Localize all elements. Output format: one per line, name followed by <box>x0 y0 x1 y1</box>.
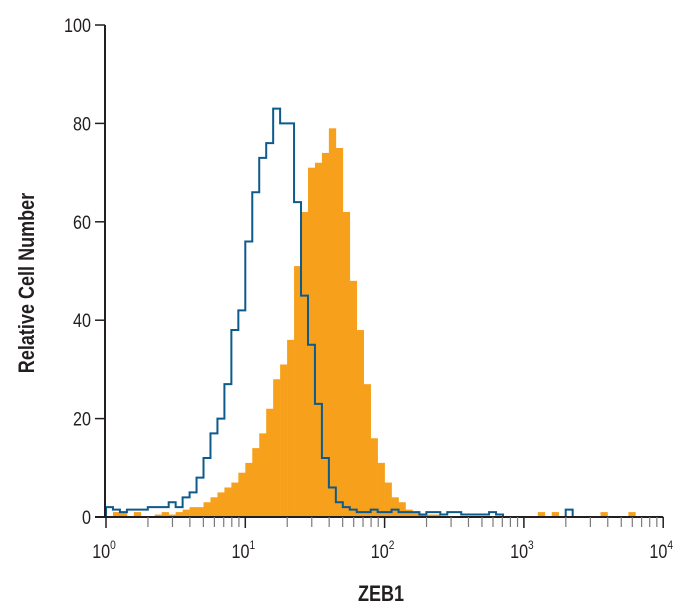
histogram-bin <box>537 512 546 517</box>
histogram-bin <box>252 448 260 517</box>
histogram-bin <box>398 502 406 517</box>
histogram-bin <box>335 148 344 517</box>
histogram-bin <box>182 509 190 517</box>
histogram-bin <box>314 162 323 517</box>
histogram-bin <box>328 128 337 517</box>
y-tick-label: 80 <box>73 113 91 135</box>
histogram-bin <box>238 472 246 517</box>
histogram-bin <box>175 512 183 517</box>
histogram-bin <box>231 482 239 517</box>
histogram-bin <box>301 211 309 517</box>
histogram-bin <box>433 514 441 517</box>
histogram-bin <box>259 433 267 517</box>
zeb1-filled-histogram <box>112 128 636 518</box>
x-tick-exponent: 2 <box>389 539 395 552</box>
histogram-bin <box>119 512 128 517</box>
x-tick-base: 10 <box>510 541 528 563</box>
y-ticks: 0 20 40 60 80 100 <box>64 15 105 529</box>
x-tick-label: 101 <box>231 539 255 562</box>
histogram-bin <box>154 514 163 517</box>
histogram-bin <box>133 512 142 517</box>
histogram-bin <box>287 339 295 517</box>
x-tick-base: 10 <box>231 541 249 563</box>
x-tick-base: 10 <box>92 541 110 563</box>
histogram-bin <box>280 364 288 517</box>
histogram-bin <box>161 512 169 517</box>
histogram-bin <box>349 280 358 517</box>
histogram-bin <box>112 512 121 517</box>
histogram-bin <box>363 384 371 517</box>
histogram-bin <box>307 167 316 517</box>
histogram-bin <box>189 507 197 517</box>
histogram-bin <box>551 512 560 517</box>
histogram-bin <box>405 509 413 517</box>
series-layer <box>105 107 664 518</box>
histogram-bin <box>224 487 232 517</box>
y-tick-label: 20 <box>73 408 91 430</box>
x-tick-exponent: 4 <box>667 539 673 552</box>
x-ticks: 100 101 102 103 104 <box>92 517 673 562</box>
histogram-bin <box>356 330 365 517</box>
x-tick-label: 102 <box>371 539 395 562</box>
x-tick-exponent: 3 <box>528 539 534 552</box>
y-tick-label: 100 <box>64 15 91 37</box>
x-tick-base: 10 <box>649 541 667 563</box>
histogram-bin <box>168 514 176 517</box>
histogram-outline <box>105 107 664 518</box>
y-tick-label: 60 <box>73 212 91 234</box>
histogram-bin <box>273 379 281 517</box>
histogram-bin <box>370 438 378 517</box>
histogram-bin <box>391 497 399 517</box>
x-tick-label: 104 <box>649 539 673 562</box>
histogram-bin <box>321 152 330 518</box>
histogram-bin <box>245 462 253 517</box>
x-tick-exponent: 0 <box>110 539 116 552</box>
control-outline-histogram <box>105 107 664 518</box>
x-tick-label: 100 <box>92 539 116 562</box>
histogram-bin <box>217 492 225 517</box>
x-tick-base: 10 <box>371 541 389 563</box>
histogram-bin <box>600 512 608 517</box>
histogram-bin <box>628 512 636 517</box>
x-tick-label: 103 <box>510 539 534 562</box>
histogram-bin <box>412 512 420 517</box>
y-tick-label: 40 <box>73 310 91 332</box>
histogram-bin <box>419 514 427 517</box>
histogram-bin <box>196 507 204 517</box>
histogram-bin <box>210 497 218 517</box>
histogram-bin <box>342 211 351 517</box>
y-axis-title: Relative Cell Number <box>15 193 39 374</box>
histogram-bin <box>203 502 211 517</box>
histogram-bin <box>426 514 434 517</box>
histogram-bin <box>384 482 392 517</box>
x-axis-title: ZEB1 <box>358 582 404 606</box>
histogram-bin <box>266 408 274 517</box>
y-tick-label: 0 <box>82 507 91 529</box>
histogram-bin <box>377 462 385 517</box>
histogram-bin <box>294 266 302 517</box>
x-tick-exponent: 1 <box>249 539 255 552</box>
